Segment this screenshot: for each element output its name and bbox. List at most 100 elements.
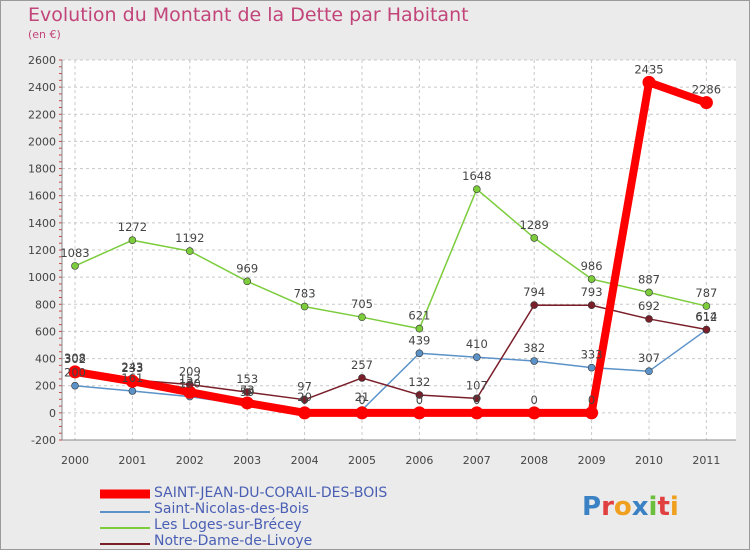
data-point bbox=[702, 325, 711, 334]
data-label: 612 bbox=[695, 310, 717, 324]
data-label: 233 bbox=[121, 361, 143, 375]
data-label: 621 bbox=[408, 309, 430, 323]
data-point bbox=[71, 381, 79, 390]
proxiti-logo: Proxiti bbox=[582, 492, 679, 522]
data-point bbox=[415, 324, 424, 333]
x-tick-label: 2007 bbox=[463, 454, 491, 467]
data-point bbox=[702, 302, 711, 310]
data-label: 887 bbox=[638, 272, 660, 286]
data-point bbox=[183, 385, 197, 399]
x-tick-label: 2003 bbox=[233, 454, 261, 467]
data-point bbox=[645, 315, 653, 323]
y-tick-label: 1000 bbox=[28, 271, 56, 284]
series-line-0 bbox=[71, 78, 711, 417]
data-label: 73 bbox=[240, 383, 255, 397]
series-line-3 bbox=[74, 304, 708, 401]
y-tick-label: 1800 bbox=[28, 163, 56, 176]
x-tick-label: 2006 bbox=[405, 454, 433, 467]
x-tick-label: 2005 bbox=[348, 454, 376, 467]
legend-swatch-saint-nicolas bbox=[100, 511, 150, 513]
y-tick-label: 0 bbox=[49, 407, 56, 420]
data-label: 120 bbox=[179, 377, 201, 391]
data-label: 614 bbox=[695, 310, 717, 324]
data-label: 705 bbox=[351, 297, 373, 311]
data-label: 692 bbox=[638, 299, 660, 313]
data-label: 308 bbox=[64, 351, 86, 365]
data-label: 986 bbox=[581, 259, 603, 273]
legend-swatch-notre-dame bbox=[100, 543, 150, 545]
data-label: 333 bbox=[581, 348, 603, 362]
data-point bbox=[699, 96, 713, 110]
chart-title: Evolution du Montant de la Dette par Hab… bbox=[28, 4, 469, 26]
data-point bbox=[240, 396, 254, 410]
y-tick-label: 1600 bbox=[28, 190, 56, 203]
y-tick-label: 1400 bbox=[28, 217, 56, 230]
data-label: 257 bbox=[351, 358, 373, 372]
data-point bbox=[587, 301, 596, 310]
legend-label-saint-nicolas: Saint-Nicolas-des-Bois bbox=[154, 501, 309, 517]
data-label: 410 bbox=[466, 337, 488, 351]
data-label: 1083 bbox=[60, 246, 89, 260]
data-label: 0 bbox=[473, 393, 480, 407]
data-label: 0 bbox=[301, 393, 308, 407]
data-point bbox=[472, 394, 481, 403]
data-point bbox=[415, 349, 424, 358]
x-tick-label: 2010 bbox=[635, 454, 663, 467]
data-label: 302 bbox=[64, 352, 86, 366]
data-label: 161 bbox=[121, 371, 143, 385]
data-label: 107 bbox=[466, 378, 488, 392]
data-point bbox=[355, 406, 369, 420]
data-point bbox=[128, 387, 137, 395]
data-label: 132 bbox=[408, 375, 430, 389]
data-point bbox=[642, 75, 656, 89]
y-tick-label: 1200 bbox=[28, 244, 56, 257]
data-point bbox=[68, 365, 82, 379]
data-point bbox=[298, 406, 312, 420]
data-point bbox=[645, 367, 653, 375]
data-label: 307 bbox=[638, 351, 660, 365]
legend-label-les-loges: Les Loges-sur-Brécey bbox=[154, 517, 302, 533]
data-label: 2435 bbox=[634, 62, 663, 76]
y-tick-label: 200 bbox=[35, 380, 56, 393]
data-point bbox=[527, 406, 541, 420]
data-label: 1192 bbox=[175, 231, 204, 245]
data-point bbox=[71, 262, 79, 270]
legend-label-saint-jean: SAINT-JEAN-DU-CORAIL-DES-BOIS bbox=[154, 485, 388, 501]
chart-subtitle: (en €) bbox=[28, 28, 61, 41]
data-label: 1648 bbox=[462, 169, 491, 183]
data-point bbox=[358, 313, 366, 321]
x-tick-label: 2009 bbox=[578, 454, 606, 467]
data-label: 783 bbox=[294, 287, 316, 301]
data-label: 21 bbox=[355, 390, 370, 404]
y-tick-label: 2200 bbox=[28, 108, 56, 121]
data-label: 0 bbox=[531, 393, 538, 407]
data-point bbox=[128, 236, 137, 245]
data-label: 59 bbox=[240, 385, 255, 399]
legend-label-notre-dame: Notre-Dame-de-Livoye bbox=[154, 533, 313, 549]
data-point bbox=[412, 406, 426, 420]
data-label: 0 bbox=[588, 393, 595, 407]
legend-swatch-les-loges bbox=[100, 527, 150, 529]
y-tick-label: 2400 bbox=[28, 81, 56, 94]
data-label: 200 bbox=[64, 366, 86, 380]
data-point bbox=[415, 391, 424, 399]
y-tick-label: -200 bbox=[31, 434, 56, 447]
y-tick-label: 800 bbox=[35, 298, 56, 311]
data-label: 793 bbox=[581, 285, 603, 299]
data-point bbox=[585, 406, 599, 420]
data-label: 243 bbox=[121, 360, 143, 374]
data-label: 1272 bbox=[118, 220, 147, 234]
data-point bbox=[186, 247, 194, 255]
x-tick-label: 2001 bbox=[118, 454, 146, 467]
data-point bbox=[300, 302, 309, 311]
data-point bbox=[243, 388, 251, 396]
data-point bbox=[587, 275, 596, 283]
data-point bbox=[472, 353, 481, 362]
x-tick-label: 2002 bbox=[176, 454, 204, 467]
data-point bbox=[472, 185, 481, 193]
x-tick-label: 2008 bbox=[520, 454, 548, 467]
y-tick-label: 400 bbox=[35, 353, 56, 366]
data-label: 787 bbox=[695, 286, 717, 300]
data-label: 0 bbox=[358, 393, 365, 407]
